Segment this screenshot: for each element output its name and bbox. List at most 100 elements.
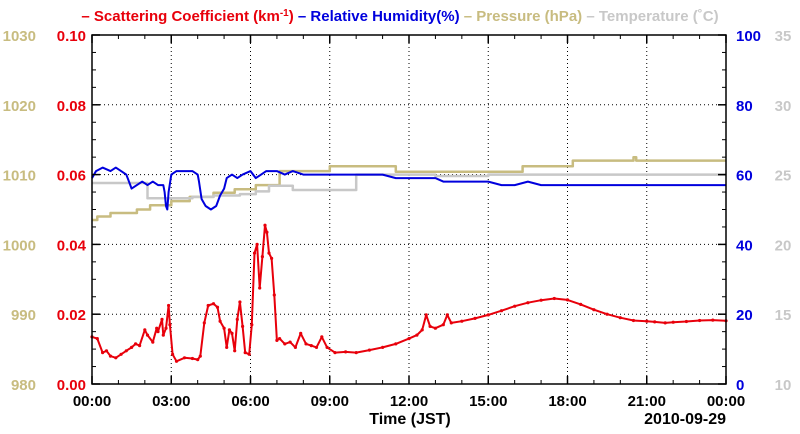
series-line-pressure <box>92 155 726 222</box>
data-point-scattering <box>344 350 348 354</box>
pressure-tick-label: 1000 <box>3 237 36 254</box>
data-point-scattering <box>441 323 445 327</box>
data-point-scattering <box>605 312 609 316</box>
series-layer <box>90 155 728 363</box>
scattering-tick-label: 0.06 <box>57 168 86 185</box>
humidity-tick-label: 0 <box>736 377 744 394</box>
data-point-scattering <box>108 354 113 358</box>
scattering-tick-label: 0.08 <box>57 98 86 115</box>
humidity-tick-label: 100 <box>736 28 761 45</box>
data-point-scattering <box>631 318 636 323</box>
data-point-scattering <box>433 326 437 330</box>
data-point-scattering <box>95 337 99 341</box>
data-point-scattering <box>190 356 194 361</box>
data-point-scattering <box>460 319 464 323</box>
axes-layer: 00:00 03:00 06:00 09:00 12:00 15:00 18:00 21:00… <box>3 28 792 410</box>
temperature-tick-label: 15 <box>775 307 792 324</box>
data-point-scattering <box>238 300 242 304</box>
title-part-0: – Scattering Coefficient (km <box>81 8 279 25</box>
pressure-tick-label: 1030 <box>3 28 36 45</box>
data-point-scattering <box>235 317 239 321</box>
data-point-scattering <box>288 340 292 344</box>
pressure-tick-label: 990 <box>11 307 36 324</box>
x-tick-label: 03:00 <box>152 393 190 410</box>
data-point-scattering <box>206 303 210 308</box>
data-point-scattering <box>252 251 257 255</box>
data-point-scattering <box>215 305 220 309</box>
data-point-scattering <box>367 348 371 352</box>
x-tick-label: 00:00 <box>707 393 745 410</box>
data-point-scattering <box>174 359 179 363</box>
date-label: 2010-09-29 <box>644 411 726 428</box>
data-point-scattering <box>671 320 675 324</box>
data-point-scattering <box>592 308 596 312</box>
data-point-scattering <box>168 323 172 327</box>
humidity-tick-label: 20 <box>736 307 753 324</box>
data-point-scattering <box>104 349 109 353</box>
data-point-scattering <box>202 321 206 325</box>
data-point-scattering <box>618 316 622 320</box>
data-point-scattering <box>270 256 274 260</box>
data-point-scattering <box>565 298 570 302</box>
data-point-scattering <box>260 255 264 259</box>
data-point-scattering <box>320 335 324 339</box>
data-point-scattering <box>222 326 226 330</box>
data-point-scattering <box>138 344 142 348</box>
data-point-scattering <box>156 330 160 334</box>
data-point-scattering <box>424 313 428 317</box>
data-point-scattering <box>333 351 337 355</box>
data-point-scattering <box>513 304 517 308</box>
data-point-scattering <box>394 342 398 346</box>
data-point-scattering <box>428 324 432 328</box>
chart-title: – Scattering Coefficient (km-1) – Relati… <box>81 8 718 26</box>
temperature-tick-label: 20 <box>775 237 792 254</box>
data-point-scattering <box>155 326 159 330</box>
data-point-scattering <box>309 344 313 348</box>
data-point-scattering <box>143 328 147 332</box>
humidity-tick-label: 80 <box>736 98 753 115</box>
data-point-scattering <box>684 319 689 324</box>
data-point-scattering <box>263 223 267 227</box>
humidity-tick-label: 40 <box>736 237 753 254</box>
x-tick-label: 12:00 <box>390 393 428 410</box>
data-point-scattering <box>314 345 319 349</box>
data-point-scattering <box>293 345 297 349</box>
data-point-scattering <box>698 318 702 323</box>
data-point-scattering <box>299 331 303 335</box>
grid-lines <box>92 35 726 384</box>
title-part-4: – Pressure (hPa) <box>464 8 587 25</box>
data-point-scattering <box>449 321 453 325</box>
data-point-scattering <box>243 351 247 355</box>
data-point-scattering <box>275 338 279 342</box>
data-point-scattering <box>407 337 411 341</box>
data-point-scattering <box>325 345 329 349</box>
data-point-scattering <box>160 317 164 321</box>
x-tick-label: 18:00 <box>548 393 586 410</box>
data-point-scattering <box>196 358 200 362</box>
data-point-scattering <box>354 351 358 355</box>
x-tick-label: 00:00 <box>73 393 111 410</box>
data-point-scattering <box>230 331 234 335</box>
temperature-tick-label: 10 <box>775 377 792 394</box>
data-point-scattering <box>161 333 165 337</box>
data-point-scattering <box>552 296 556 301</box>
data-point-scattering <box>182 356 187 360</box>
data-point-scattering <box>225 345 229 349</box>
data-point-scattering <box>267 251 271 255</box>
temperature-tick-label: 35 <box>775 28 792 45</box>
x-tick-label: 06:00 <box>231 393 269 410</box>
data-point-scattering <box>265 230 269 234</box>
title-part-5: – Temperature (˚C) <box>586 8 718 25</box>
title-part-1: -1 <box>280 8 289 19</box>
data-point-scattering <box>241 324 245 328</box>
data-point-scattering <box>304 342 308 346</box>
series-line-humidity <box>91 166 726 211</box>
data-point-scattering <box>218 319 222 323</box>
data-point-scattering <box>164 326 168 330</box>
data-point-scattering <box>145 333 150 337</box>
data-point-scattering <box>227 328 231 332</box>
data-point-scattering <box>579 302 583 306</box>
pressure-tick-label: 1020 <box>3 98 36 115</box>
data-point-scattering <box>381 345 385 349</box>
